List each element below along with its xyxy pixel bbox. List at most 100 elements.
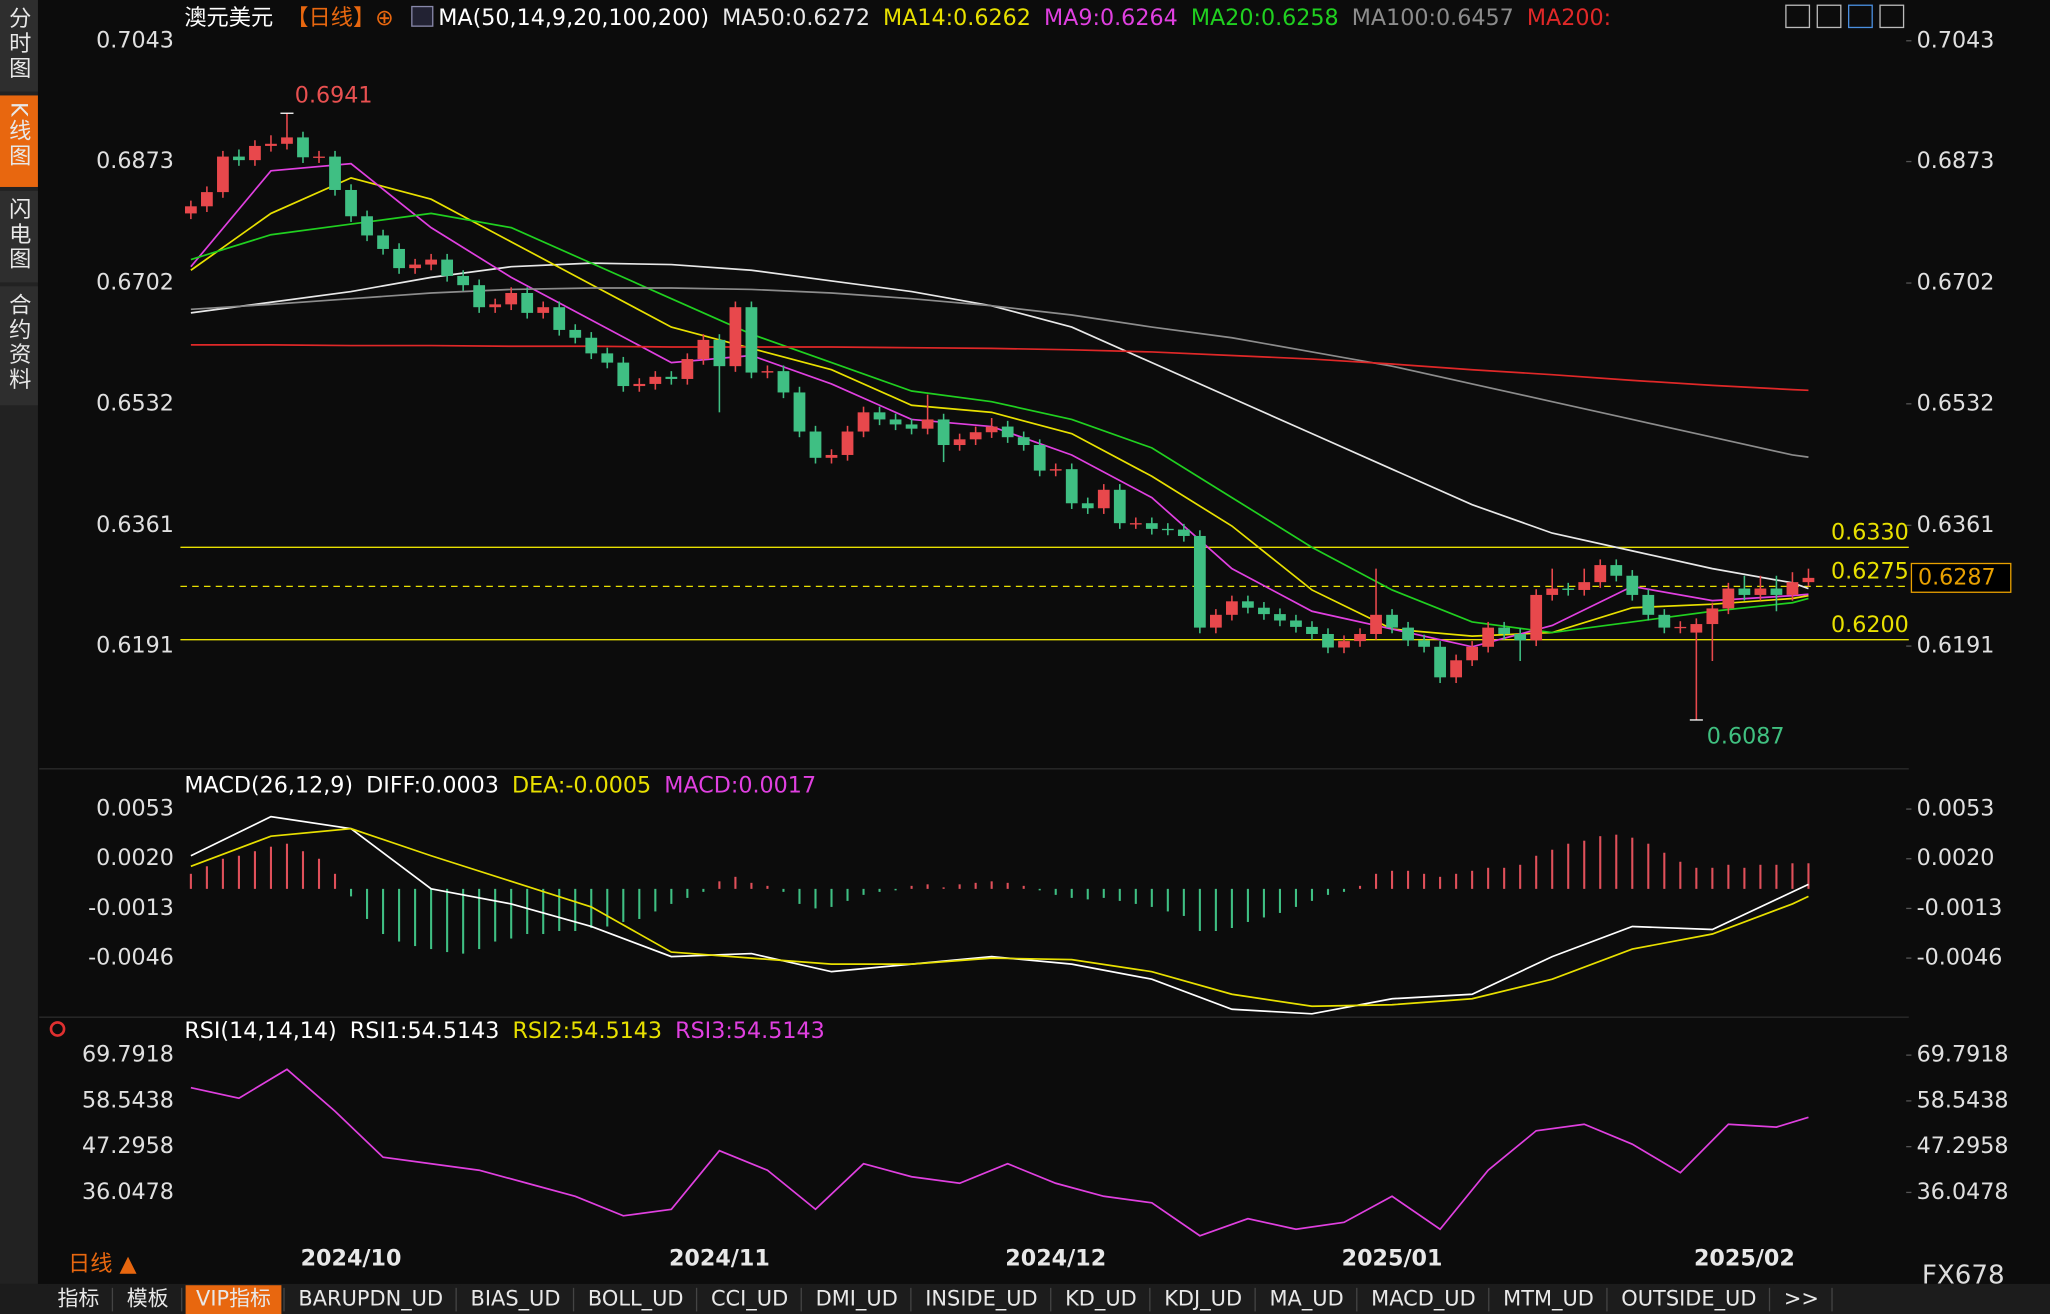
legend-entry: MA9:0.6264 <box>1044 5 1178 31</box>
candle-body <box>1177 529 1190 536</box>
candle-body <box>1594 565 1607 583</box>
toolbar-tab-bg[interactable] <box>1259 1285 1355 1314</box>
chart-title: MACD(26,12,9) <box>184 772 353 798</box>
candle-body <box>1530 594 1543 641</box>
sidebar-tab-bg[interactable] <box>0 190 38 283</box>
candle-body <box>873 412 886 420</box>
candle-body <box>1562 588 1575 590</box>
candle-body <box>1690 624 1703 633</box>
candle-body <box>1658 614 1671 628</box>
legend-entry: MA20:0.6258 <box>1191 5 1339 31</box>
y-tick-label-right: 0.6361 <box>1917 512 1995 538</box>
last-price-label: 0.6287 <box>1918 564 1996 590</box>
toolbar-tab[interactable]: BIAS_UD <box>471 1287 561 1311</box>
toolbar-tab-bg[interactable] <box>1360 1285 1487 1314</box>
toolbar-tab-bg[interactable] <box>460 1285 571 1314</box>
toolbar-tab-bg[interactable] <box>116 1285 180 1314</box>
toolbar-tab[interactable]: >> <box>1784 1287 1819 1311</box>
legend-entry: DIFF:0.0003 <box>366 772 499 798</box>
toolbar-tab[interactable]: BOLL_UD <box>588 1287 684 1311</box>
candle-body <box>969 432 982 440</box>
legend-entry: RSI1:54.5143 <box>350 1018 500 1044</box>
candle-body <box>1081 503 1094 509</box>
icon[interactable] <box>1785 4 1811 29</box>
toolbar-tab-bg[interactable] <box>577 1285 694 1314</box>
candle-body <box>681 359 694 379</box>
y-tick-label: 0.6361 <box>96 512 174 538</box>
x-tick-label: 2025/02 <box>1694 1246 1795 1272</box>
toolbar-tab[interactable]: VIP指标 <box>196 1287 271 1311</box>
toolbar-tab-bg[interactable] <box>1773 1285 1830 1314</box>
sidebar-tab-bg[interactable] <box>0 0 38 92</box>
toolbar-tab[interactable]: INSIDE_UD <box>925 1287 1037 1311</box>
ma-line <box>190 344 1809 392</box>
candle-body <box>1209 614 1222 628</box>
candle-body <box>1418 640 1430 647</box>
candle-body <box>665 376 678 379</box>
toolbar-tab[interactable]: MA_UD <box>1270 1287 1344 1311</box>
candle-body <box>1386 614 1398 628</box>
candle-body <box>761 371 774 373</box>
candle-body <box>1161 528 1174 531</box>
toolbar-tab[interactable]: BARUPDN_UD <box>298 1287 443 1311</box>
legend-entry: MA14:0.6262 <box>883 5 1031 31</box>
y-tick-label-right: 0.0053 <box>1917 796 1995 822</box>
candle-body <box>1017 437 1030 446</box>
candle-body <box>1226 601 1238 615</box>
toolbar-tab[interactable]: KDJ_UD <box>1164 1287 1242 1311</box>
toolbar-tab[interactable]: MACD_UD <box>1371 1287 1476 1311</box>
legend-entry: RSI2:54.5143 <box>512 1018 662 1044</box>
candle-body <box>713 339 726 367</box>
candle-body <box>1434 646 1446 678</box>
candle-body <box>569 329 582 338</box>
icon[interactable] <box>1848 4 1873 29</box>
icon[interactable] <box>1879 4 1905 29</box>
toolbar-tab-bg[interactable] <box>700 1285 799 1314</box>
candle-body <box>1338 641 1350 648</box>
sidebar-tab-bg[interactable] <box>0 286 38 406</box>
price-level-label: 0.6330 <box>1831 519 1909 545</box>
toolbar-tab[interactable]: MTM_UD <box>1503 1287 1594 1311</box>
toolbar-tab[interactable]: DMI_UD <box>816 1287 898 1311</box>
sidebar-tab[interactable]: 分时图 <box>5 6 31 81</box>
toolbar-tab-bg[interactable] <box>1153 1285 1253 1314</box>
y-tick-label-right: 0.6702 <box>1917 270 1995 296</box>
toolbar-tab[interactable]: 指标 <box>58 1287 100 1311</box>
toolbar-tab-bg[interactable] <box>1054 1285 1148 1314</box>
legend-entry: RSI3:54.5143 <box>675 1018 825 1044</box>
sidebar-tab[interactable]: 闪电图 <box>5 197 31 272</box>
candle-body <box>1546 588 1559 595</box>
y-tick-label: 47.2958 <box>82 1133 174 1159</box>
view-icons[interactable] <box>1785 4 1905 29</box>
candle-body <box>1498 627 1511 635</box>
candle-body <box>729 307 742 367</box>
candle-body <box>361 216 373 236</box>
y-tick-label-right: 47.2958 <box>1917 1133 2009 1159</box>
sidebar-tab-bg[interactable] <box>0 95 38 187</box>
candle-body <box>1450 660 1462 678</box>
sidebar-tab[interactable]: 合约资料 <box>5 292 31 392</box>
toolbar-tab-bg[interactable] <box>185 1285 282 1314</box>
period-selector[interactable]: 日线 ▲ <box>68 1251 137 1277</box>
candle-body <box>377 235 389 249</box>
legend-entry: DEA:-0.0005 <box>512 772 651 798</box>
toolbar-tab-bg[interactable] <box>805 1285 909 1314</box>
candle-body <box>249 145 261 161</box>
toolbar-tab-bg[interactable] <box>287 1285 454 1314</box>
icon[interactable] <box>1816 4 1842 29</box>
toolbar-tab[interactable]: KD_UD <box>1065 1287 1137 1311</box>
candle-body <box>921 419 934 429</box>
toolbar-tab-bg[interactable] <box>914 1285 1049 1314</box>
sidebar-tab[interactable]: K线图 <box>5 102 31 169</box>
y-tick-label: 0.0053 <box>96 796 174 822</box>
candle-body <box>1193 535 1206 628</box>
toolbar-tab-bg[interactable] <box>47 1285 110 1314</box>
toolbar-tab[interactable]: 模板 <box>127 1287 169 1311</box>
toolbar-tab-bg[interactable] <box>1492 1285 1605 1314</box>
toolbar-tab[interactable]: OUTSIDE_UD <box>1621 1287 1756 1311</box>
toolbar-tab-bg[interactable] <box>1610 1285 1767 1314</box>
y-tick-label-right: 0.7043 <box>1917 27 1995 53</box>
toolbar-tab[interactable]: CCI_UD <box>711 1287 788 1311</box>
x-tick-label: 2024/12 <box>1005 1246 1106 1272</box>
